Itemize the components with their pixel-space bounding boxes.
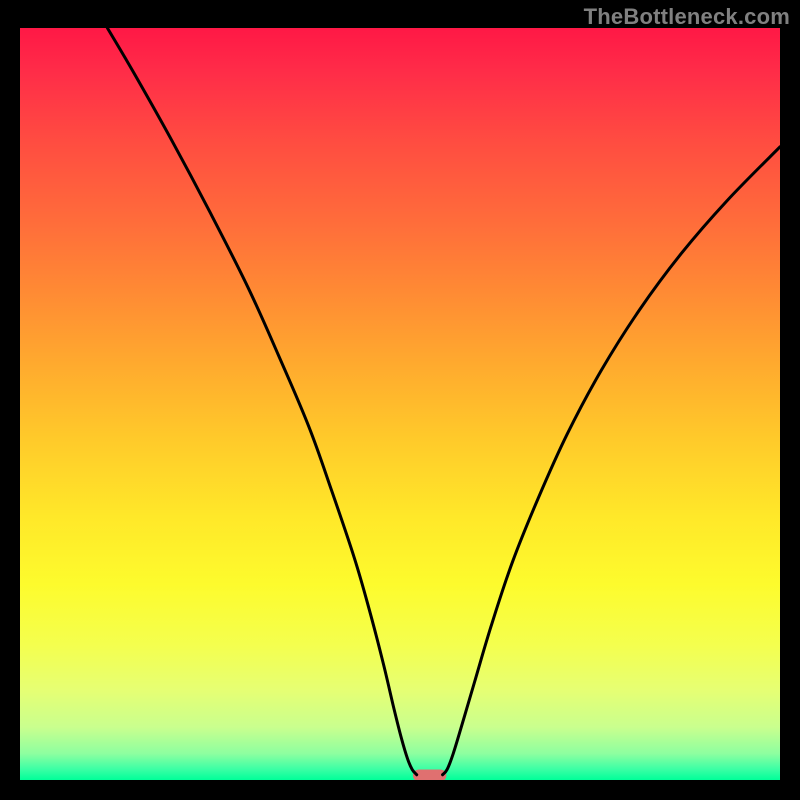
bottleneck-chart (0, 0, 800, 800)
chart-background-gradient (20, 28, 780, 780)
chart-frame: TheBottleneck.com (0, 0, 800, 800)
watermark-text: TheBottleneck.com (584, 4, 790, 30)
